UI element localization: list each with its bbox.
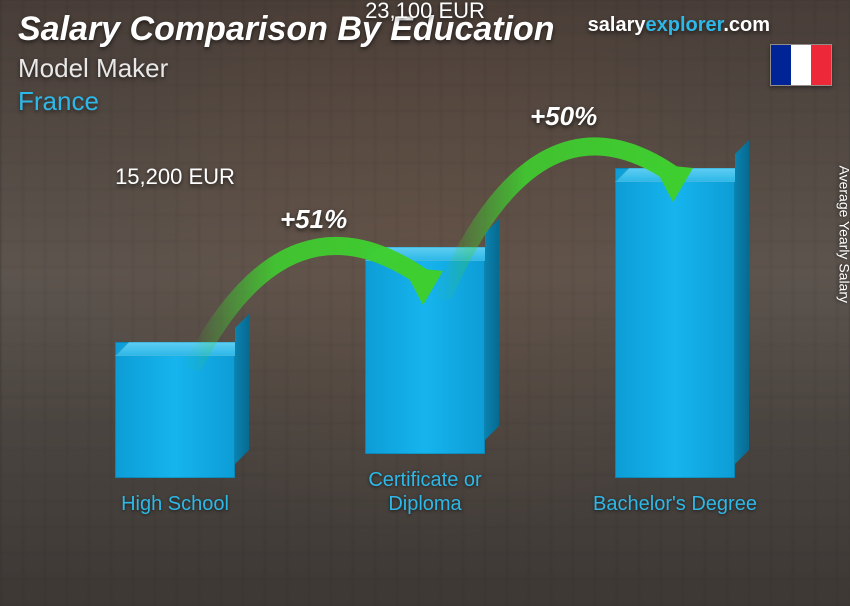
percent-increase-label: +51% [280,204,347,235]
flag-stripe-2 [791,45,811,85]
brand-suffix: .com [723,14,770,36]
flag-stripe-3 [811,45,831,85]
bar-category-label: Bachelor's Degree [585,492,765,516]
bar-top-face [115,342,249,356]
flag-stripe-1 [771,45,791,85]
bar-group: 34,600 EUR Bachelor's Degree [600,168,750,516]
bar-front-face [365,247,485,454]
bar-side-face [235,314,249,464]
bar-side-face [485,219,499,440]
percent-increase-label: +50% [530,101,597,132]
bar-value: 23,100 EUR [365,0,485,24]
bar-value: 15,200 EUR [115,164,235,190]
bar-3d [615,168,735,478]
chart-subtitle: Model Maker [18,53,832,84]
bar-3d [115,342,235,478]
bar-top-face [365,247,499,261]
chart-country: France [18,86,832,117]
bar-front-face [615,168,735,478]
bar-category-label: Certificate or Diploma [335,468,515,516]
bar-group: 23,100 EUR Certificate or Diploma [350,247,500,516]
bar-group: 15,200 EUR High School [100,342,250,516]
bar-category-label: High School [85,492,265,516]
bar-side-face [735,140,749,464]
bar-top-face [615,168,749,182]
y-axis-label: Average Yearly Salary [836,166,850,304]
brand-logo: salaryexplorer.com [588,14,770,37]
country-flag-icon [770,44,832,86]
brand-accent: explorer [645,14,723,36]
brand-prefix: salary [588,14,646,36]
bar-chart: 15,200 EUR High School 23,100 EUR Certif… [40,150,790,576]
bar-3d [365,247,485,454]
bar-front-face [115,342,235,478]
